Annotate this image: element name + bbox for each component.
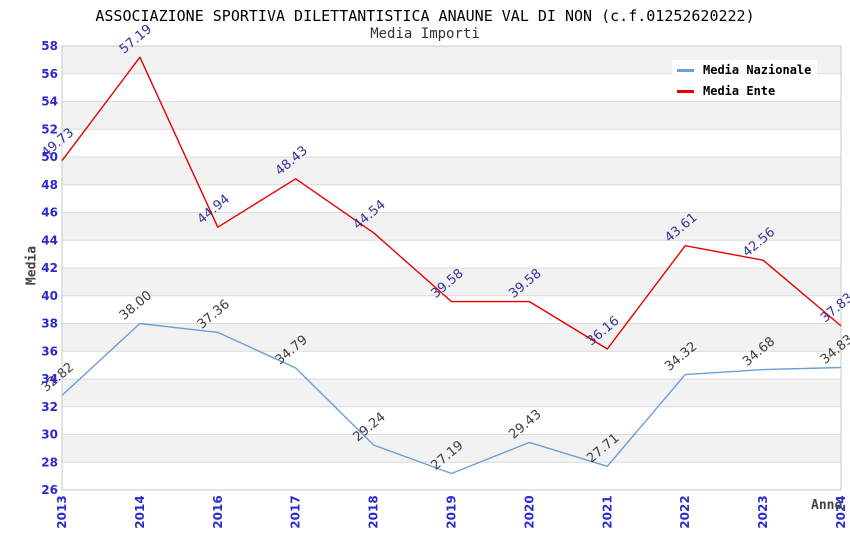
y-tick-label: 58	[41, 39, 58, 53]
legend-item-media-ente: Media Ente	[672, 81, 782, 101]
y-tick-label: 34	[41, 372, 58, 386]
x-tick-label: 2021	[600, 495, 614, 528]
x-tick-label: 2020	[522, 495, 536, 528]
x-tick-label: 2017	[289, 495, 303, 528]
legend-swatch-ente-icon	[677, 89, 694, 93]
y-tick-label: 56	[41, 67, 58, 81]
x-tick-label: 2018	[367, 495, 381, 528]
y-tick-label: 52	[41, 122, 58, 136]
x-tick-label: 2024	[834, 495, 848, 528]
y-tick-label: 48	[41, 178, 58, 192]
plot-band	[62, 157, 841, 185]
y-tick-label: 44	[41, 233, 58, 247]
plot-band	[62, 323, 841, 352]
plot-band	[62, 434, 841, 463]
y-tick-label: 30	[41, 428, 58, 442]
series-line-media-nazionale	[61, 322, 842, 475]
y-tick-label: 54	[41, 95, 58, 109]
y-tick-label: 36	[41, 344, 58, 358]
chart-title: ASSOCIAZIONE SPORTIVA DILETTANTISTICA AN…	[95, 7, 755, 25]
plot-band	[62, 379, 841, 407]
y-tick-label: 28	[41, 455, 58, 469]
x-tick-label: 2014	[133, 495, 147, 528]
x-tick-label: 2022	[678, 495, 692, 528]
y-tick-label: 32	[41, 400, 58, 414]
plot-border	[61, 45, 842, 491]
x-tick-label: 2019	[445, 495, 459, 528]
chart-subtitle: Media Importi	[370, 26, 480, 42]
plot-band	[62, 212, 841, 241]
x-axis-title: Anno	[811, 498, 843, 513]
x-tick-label: 2016	[211, 495, 225, 528]
y-tick-label: 46	[41, 206, 58, 220]
y-tick-label: 38	[41, 317, 58, 331]
x-tick-label: 2013	[55, 495, 69, 528]
x-tick-label: 2023	[756, 495, 770, 528]
plot-band	[62, 101, 841, 130]
y-axis-title: Media	[24, 245, 40, 286]
y-tick-label: 40	[41, 289, 58, 303]
legend-swatch-nazionale-icon	[677, 68, 694, 72]
legend-item-media-nazionale: Media Nazionale	[672, 60, 818, 80]
legend-label-ente: Media Ente	[703, 84, 776, 98]
series-line-media-ente	[61, 56, 842, 350]
y-tick-label: 42	[41, 261, 58, 275]
legend-label-nazionale: Media Nazionale	[703, 63, 812, 77]
y-tick-label: 50	[41, 150, 58, 164]
legend: Media Nazionale Media Ente	[672, 60, 818, 101]
plot-band	[62, 268, 841, 296]
y-tick-label: 26	[41, 483, 58, 497]
